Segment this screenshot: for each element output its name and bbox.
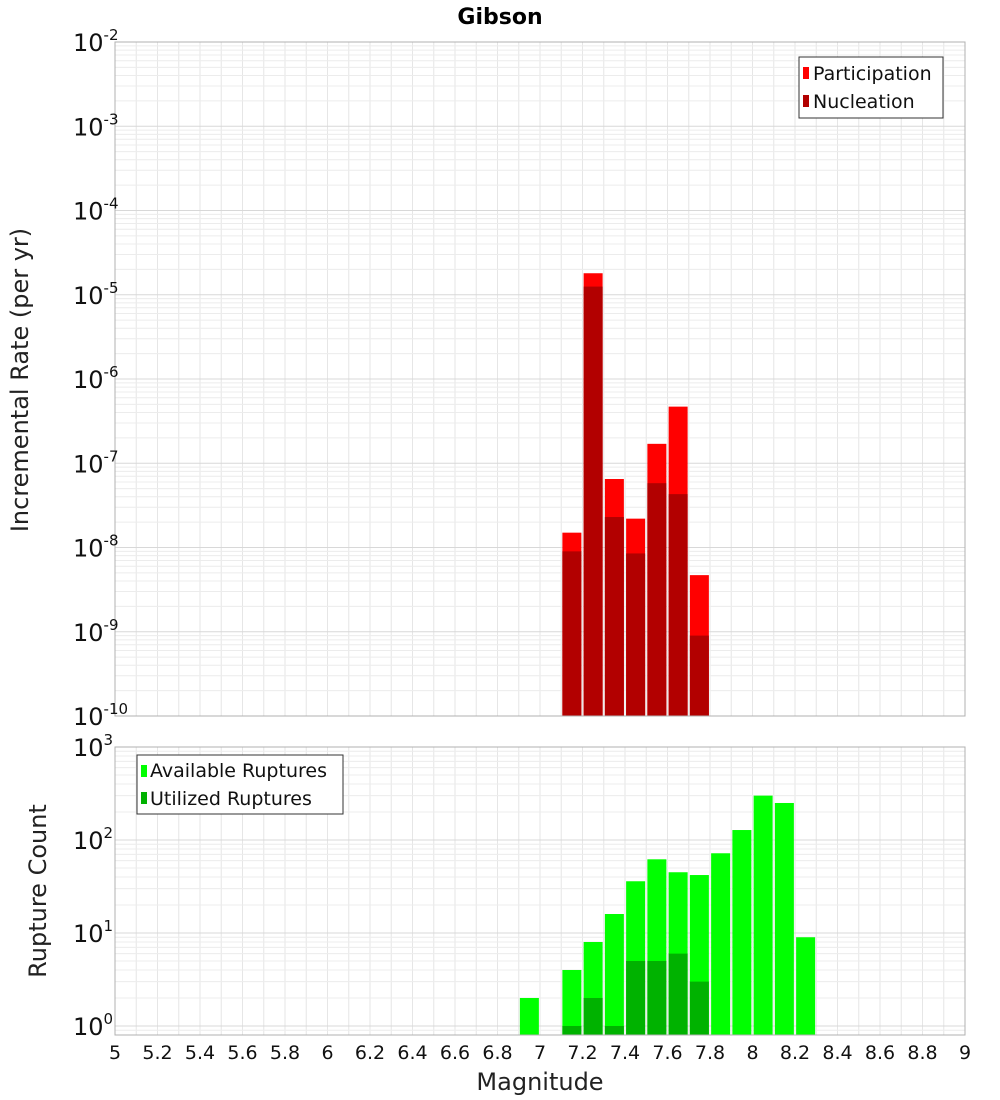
bottom-bars — [519, 795, 816, 1035]
top-y-tick-label: 10-3 — [73, 110, 119, 141]
bar-nucleation — [668, 494, 688, 716]
utilized-swatch — [141, 792, 147, 804]
x-tick-label: 5.2 — [142, 1042, 172, 1064]
bar-nucleation — [604, 517, 624, 716]
x-tick-label: 5.4 — [185, 1042, 215, 1064]
x-tick-label: 6.4 — [397, 1042, 427, 1064]
bottom-y-tick-label: 101 — [73, 917, 113, 948]
x-tick-label: 5 — [109, 1042, 121, 1064]
x-tick-label: 5.8 — [270, 1042, 300, 1064]
top-y-tick-label: 10-7 — [73, 447, 119, 478]
bar-nucleation — [689, 635, 709, 716]
x-tick-label: 8.2 — [780, 1042, 810, 1064]
bottom-plot-border — [114, 746, 966, 1036]
bottom-y-tick-labels: 103 102 101 100 — [73, 731, 113, 1041]
legend-nucleation: Nucleation — [813, 91, 915, 113]
bottom-legend: Available Ruptures Utilized Ruptures — [136, 754, 344, 815]
top-y-tick-labels: 10-2 10-3 10-4 10-5 10-6 10-7 10-8 10-9 10-10 — [73, 26, 128, 731]
bottom-panel: 103 102 101 100 5 5.2 5.4 5.6 5.8 6 6.2 6.4 6.6 6.8 7… — [24, 731, 971, 1096]
x-tick-labels: 5 5.2 5.4 5.6 5.8 6 6.2 6.4 6.6 6.8 7 7.2 7.4 7.6 7.8 8… — [109, 1042, 971, 1064]
bar-nucleation — [626, 553, 646, 716]
legend-utilized: Utilized Ruptures — [150, 788, 312, 810]
bottom-y-tick-label: 100 — [73, 1010, 113, 1041]
x-tick-label: 8.8 — [907, 1042, 937, 1064]
x-tick-label: 9 — [959, 1042, 971, 1064]
x-tick-label: 8 — [746, 1042, 758, 1064]
bar-utilized-ruptures — [604, 1025, 624, 1035]
x-tick-label: 6.2 — [355, 1042, 385, 1064]
bar-utilized-ruptures — [562, 1025, 582, 1035]
bar-nucleation — [647, 483, 667, 716]
x-tick-label: 7 — [534, 1042, 546, 1064]
bar-available-ruptures — [732, 830, 752, 1035]
bar-nucleation — [583, 286, 603, 716]
bottom-y-axis-label: Rupture Count — [24, 804, 52, 978]
top-panel: 10-2 10-3 10-4 10-5 10-6 10-7 10-8 10-9 10-10 In… — [6, 26, 966, 731]
top-y-tick-label: 10-8 — [73, 532, 119, 563]
participation-swatch — [803, 67, 809, 79]
bar-nucleation — [562, 551, 582, 716]
bar-utilized-ruptures — [668, 953, 688, 1035]
available-swatch — [141, 765, 147, 777]
top-grid — [114, 41, 966, 717]
bar-available-ruptures — [562, 969, 582, 1035]
x-tick-label: 7.4 — [610, 1042, 640, 1064]
top-legend: Participation Nucleation — [798, 56, 944, 119]
x-tick-label: 8.6 — [865, 1042, 895, 1064]
top-y-tick-label: 10-2 — [73, 26, 119, 57]
bar-utilized-ruptures — [626, 960, 646, 1035]
x-axis-label: Magnitude — [476, 1068, 603, 1096]
top-y-tick-label: 10-9 — [73, 616, 119, 647]
legend-participation: Participation — [813, 63, 932, 85]
top-y-tick-label: 10-10 — [73, 700, 128, 731]
top-y-tick-label: 10-4 — [73, 195, 119, 226]
x-tick-label: 8.4 — [822, 1042, 852, 1064]
x-tick-label: 7.8 — [695, 1042, 725, 1064]
top-plot-border — [114, 41, 966, 717]
top-legend-box — [798, 56, 944, 119]
x-tick-label: 6.6 — [440, 1042, 470, 1064]
top-y-tick-label: 10-6 — [73, 363, 119, 394]
top-y-axis-label: Incremental Rate (per yr) — [6, 228, 34, 532]
bottom-y-tick-label: 102 — [73, 824, 113, 855]
bar-available-ruptures — [796, 937, 816, 1035]
bar-available-ruptures — [519, 997, 539, 1035]
x-tick-label: 5.6 — [227, 1042, 257, 1064]
top-y-tick-label: 10-5 — [73, 279, 119, 310]
top-bars — [562, 273, 709, 716]
x-tick-label: 6 — [321, 1042, 333, 1064]
bar-available-ruptures — [774, 802, 794, 1035]
bar-available-ruptures — [753, 795, 773, 1035]
bar-utilized-ruptures — [647, 960, 667, 1035]
x-tick-label: 7.2 — [567, 1042, 597, 1064]
x-tick-label: 6.8 — [482, 1042, 512, 1064]
bar-utilized-ruptures — [689, 981, 709, 1035]
nucleation-swatch — [803, 95, 809, 107]
bar-available-ruptures — [604, 914, 624, 1035]
legend-available: Available Ruptures — [150, 760, 327, 782]
bar-utilized-ruptures — [583, 997, 603, 1035]
x-tick-label: 7.6 — [652, 1042, 682, 1064]
bottom-legend-box — [136, 754, 344, 815]
bottom-y-tick-label: 103 — [73, 731, 113, 762]
chart-title: Gibson — [457, 5, 542, 30]
bar-available-ruptures — [711, 853, 731, 1035]
